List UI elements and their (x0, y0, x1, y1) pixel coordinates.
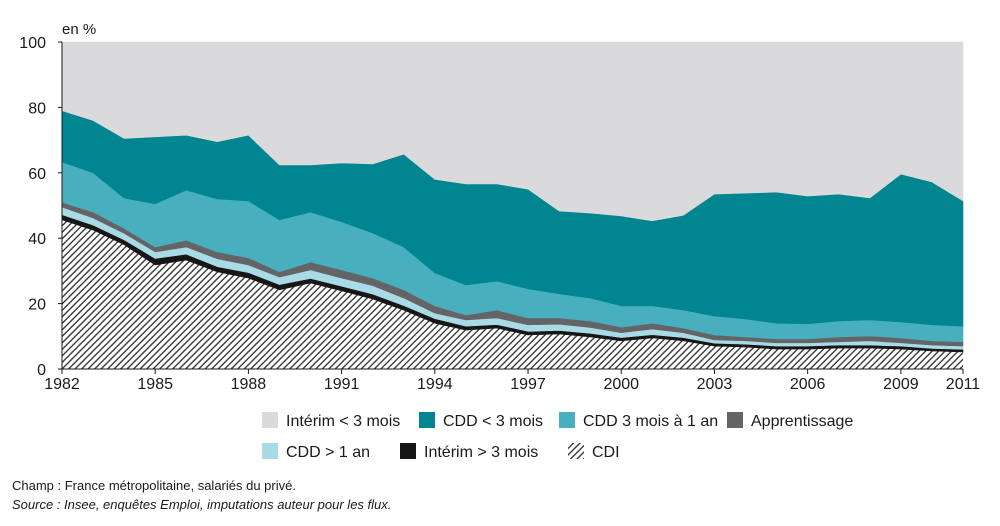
legend: Intérim < 3 mois CDD < 3 mois CDD 3 mois… (262, 412, 853, 461)
note-source: Source : Insee, enquêtes Emploi, imputat… (12, 497, 392, 512)
legend-swatch-cdd-gt-1-an (262, 443, 278, 459)
legend-swatch-cdd-3-mois-a-1-an (559, 412, 575, 428)
x-tick-label-1997: 1997 (510, 376, 546, 393)
y-tick-label-40: 40 (28, 231, 46, 248)
y-axis-unit-label: en % (62, 21, 96, 38)
legend-label-cdd-lt-3-mois: CDD < 3 mois (443, 413, 543, 430)
note-champ: Champ : France métropolitaine, salariés … (12, 478, 296, 493)
x-tick-label-2009: 2009 (883, 376, 919, 393)
x-tick-label-1988: 1988 (231, 376, 267, 393)
area-cdi (62, 219, 963, 369)
legend-swatch-cdd-lt-3-mois (419, 412, 435, 428)
legend-item-cdd-3-mois-a-1-an: CDD 3 mois à 1 an (559, 412, 718, 430)
legend-label-interim-gt-3-mois: Intérim > 3 mois (424, 444, 538, 461)
y-tick-label-0: 0 (37, 362, 46, 379)
legend-swatch-interim-gt-3-mois (400, 443, 416, 459)
x-axis-ticks: 1982 1985 1988 1991 1994 1997 2000 2003 2006 2009… (44, 369, 980, 393)
legend-label-interim-lt-3-mois: Intérim < 3 mois (286, 413, 400, 430)
y-tick-label-20: 20 (28, 297, 46, 314)
x-tick-label-1985: 1985 (137, 376, 173, 393)
legend-label-apprentissage: Apprentissage (751, 413, 853, 430)
y-axis-ticks: 0 20 40 60 80 100 (19, 35, 62, 379)
x-tick-label-2000: 2000 (603, 376, 639, 393)
legend-swatch-interim-lt-3-mois (262, 412, 278, 428)
legend-label-cdd-3-mois-a-1-an: CDD 3 mois à 1 an (583, 413, 718, 430)
legend-item-cdi: CDI (568, 443, 620, 461)
x-tick-label-2003: 2003 (697, 376, 733, 393)
y-tick-label-100: 100 (19, 35, 46, 52)
x-tick-label-1991: 1991 (324, 376, 360, 393)
legend-label-cdi: CDI (592, 444, 620, 461)
legend-item-interim-gt-3-mois: Intérim > 3 mois (400, 443, 538, 461)
x-tick-label-2006: 2006 (790, 376, 826, 393)
legend-swatch-cdi (568, 443, 584, 459)
x-tick-label-2011: 2011 (946, 376, 981, 393)
stacked-area-chart: 1982 1985 1988 1991 1994 1997 2000 2003 2006 2009… (19, 21, 980, 461)
legend-label-cdd-gt-1-an: CDD > 1 an (286, 444, 370, 461)
legend-swatch-apprentissage (727, 412, 743, 428)
x-tick-label-1982: 1982 (44, 376, 80, 393)
legend-item-interim-lt-3-mois: Intérim < 3 mois (262, 412, 400, 430)
area-interim-lt-3-mois (61, 41, 964, 222)
legend-item-cdd-gt-1-an: CDD > 1 an (262, 443, 370, 461)
x-tick-label-1994: 1994 (417, 376, 453, 393)
plot-areas (61, 41, 964, 369)
y-tick-label-60: 60 (28, 166, 46, 183)
y-tick-label-80: 80 (28, 100, 46, 117)
legend-item-apprentissage: Apprentissage (727, 412, 853, 430)
legend-item-cdd-lt-3-mois: CDD < 3 mois (419, 412, 543, 430)
